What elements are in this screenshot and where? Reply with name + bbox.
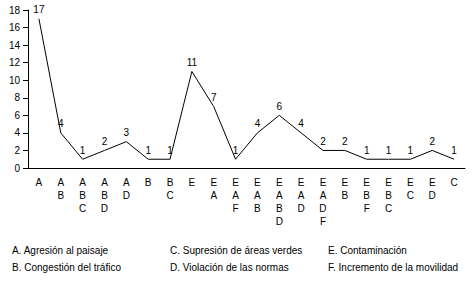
svg-text:A. Agresión al paisaje: A. Agresión al paisaje bbox=[12, 245, 109, 256]
svg-text:2: 2 bbox=[320, 136, 326, 147]
svg-text:A: A bbox=[101, 177, 108, 188]
svg-text:B: B bbox=[385, 190, 392, 201]
svg-text:E: E bbox=[320, 177, 327, 188]
svg-text:D. Violación de las normas: D. Violación de las normas bbox=[170, 262, 289, 273]
svg-text:D: D bbox=[101, 203, 108, 214]
svg-text:1: 1 bbox=[364, 145, 370, 156]
svg-text:C: C bbox=[79, 203, 86, 214]
svg-text:B: B bbox=[101, 190, 108, 201]
svg-text:A: A bbox=[276, 190, 283, 201]
svg-text:E: E bbox=[407, 177, 414, 188]
svg-text:A: A bbox=[298, 190, 305, 201]
svg-text:18: 18 bbox=[9, 5, 21, 16]
svg-text:0: 0 bbox=[14, 163, 20, 174]
svg-text:C: C bbox=[407, 190, 414, 201]
svg-text:3: 3 bbox=[124, 127, 130, 138]
svg-text:1: 1 bbox=[167, 145, 173, 156]
svg-text:F. Incremento de la movilidad: F. Incremento de la movilidad bbox=[328, 262, 458, 273]
svg-text:A: A bbox=[232, 190, 239, 201]
svg-text:E: E bbox=[341, 177, 348, 188]
svg-text:11: 11 bbox=[187, 57, 198, 68]
svg-text:16: 16 bbox=[9, 22, 21, 33]
svg-text:E. Contaminación: E. Contaminación bbox=[328, 245, 407, 256]
svg-text:14: 14 bbox=[9, 40, 21, 51]
svg-text:4: 4 bbox=[14, 127, 20, 138]
svg-text:B. Congestión del tráfico: B. Congestión del tráfico bbox=[12, 262, 121, 273]
svg-text:A: A bbox=[36, 177, 43, 188]
svg-text:B: B bbox=[363, 190, 370, 201]
svg-text:A: A bbox=[57, 177, 64, 188]
svg-text:2: 2 bbox=[342, 136, 348, 147]
svg-text:B: B bbox=[57, 190, 64, 201]
svg-text:2: 2 bbox=[102, 136, 108, 147]
svg-text:F: F bbox=[320, 216, 326, 227]
svg-text:A: A bbox=[320, 190, 327, 201]
svg-text:D: D bbox=[276, 216, 283, 227]
svg-text:4: 4 bbox=[58, 118, 64, 129]
svg-text:6: 6 bbox=[276, 101, 282, 112]
svg-text:B: B bbox=[167, 177, 174, 188]
svg-text:C: C bbox=[166, 190, 173, 201]
svg-text:2: 2 bbox=[429, 136, 435, 147]
svg-text:F: F bbox=[233, 203, 239, 214]
svg-text:7: 7 bbox=[211, 92, 217, 103]
svg-text:B: B bbox=[145, 177, 152, 188]
svg-text:E: E bbox=[254, 177, 261, 188]
svg-text:E: E bbox=[276, 177, 283, 188]
svg-text:6: 6 bbox=[14, 110, 20, 121]
svg-text:B: B bbox=[276, 203, 283, 214]
svg-text:A: A bbox=[210, 190, 217, 201]
svg-text:4: 4 bbox=[255, 118, 261, 129]
svg-text:A: A bbox=[254, 190, 261, 201]
svg-text:1: 1 bbox=[451, 145, 457, 156]
svg-text:1: 1 bbox=[233, 145, 239, 156]
svg-text:E: E bbox=[210, 177, 217, 188]
svg-text:E: E bbox=[363, 177, 370, 188]
svg-text:E: E bbox=[189, 177, 196, 188]
svg-text:D: D bbox=[429, 190, 436, 201]
svg-text:1: 1 bbox=[80, 145, 86, 156]
svg-text:1: 1 bbox=[408, 145, 414, 156]
svg-text:C. Supresión de áreas verdes: C. Supresión de áreas verdes bbox=[170, 245, 302, 256]
svg-text:10: 10 bbox=[9, 75, 21, 86]
svg-text:F: F bbox=[364, 203, 370, 214]
svg-text:A: A bbox=[123, 177, 130, 188]
svg-text:4: 4 bbox=[298, 118, 304, 129]
svg-text:8: 8 bbox=[14, 92, 20, 103]
svg-text:E: E bbox=[232, 177, 239, 188]
svg-text:B: B bbox=[79, 190, 86, 201]
svg-text:B: B bbox=[341, 190, 348, 201]
svg-text:17: 17 bbox=[33, 4, 45, 15]
svg-text:C: C bbox=[450, 177, 457, 188]
svg-text:A: A bbox=[79, 177, 86, 188]
svg-text:1: 1 bbox=[145, 145, 151, 156]
svg-text:C: C bbox=[385, 203, 392, 214]
svg-text:E: E bbox=[429, 177, 436, 188]
svg-text:D: D bbox=[319, 203, 326, 214]
svg-text:2: 2 bbox=[14, 145, 20, 156]
svg-text:D: D bbox=[123, 190, 130, 201]
svg-text:12: 12 bbox=[9, 57, 21, 68]
svg-text:1: 1 bbox=[386, 145, 392, 156]
svg-text:B: B bbox=[254, 203, 261, 214]
svg-text:E: E bbox=[385, 177, 392, 188]
svg-text:D: D bbox=[298, 203, 305, 214]
svg-text:E: E bbox=[298, 177, 305, 188]
